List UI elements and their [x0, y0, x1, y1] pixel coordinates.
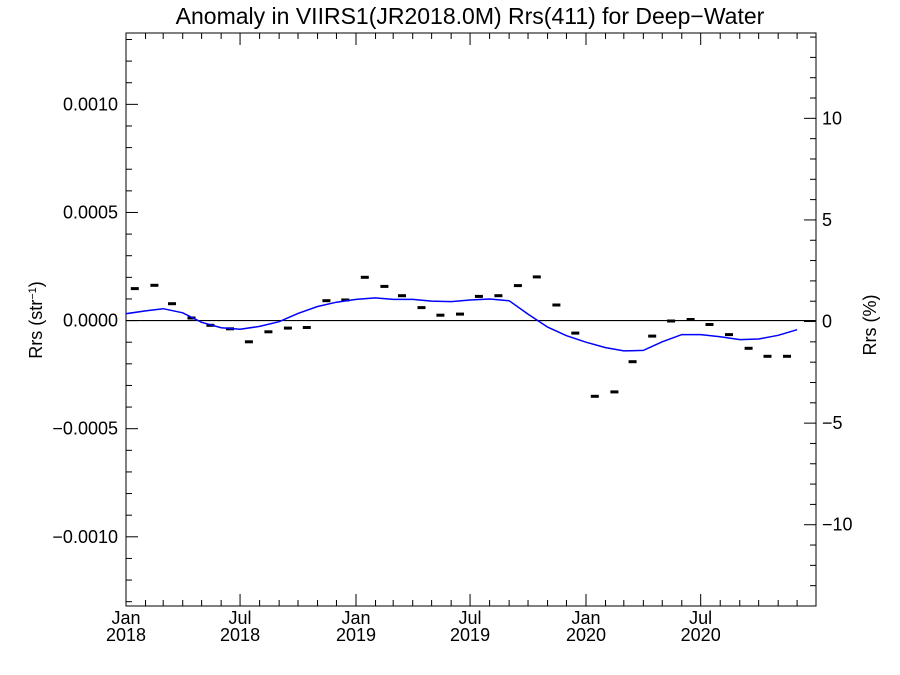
series-layer: [125, 275, 798, 398]
y-axis-left-title-end: ): [26, 281, 46, 287]
x-tick-year-label: 2018: [220, 625, 260, 645]
monthly-anomaly-marker: [283, 326, 292, 330]
monthly-anomaly-marker: [360, 275, 369, 279]
monthly-anomaly-marker: [686, 318, 695, 321]
monthly-anomaly-marker: [417, 306, 426, 310]
monthly-anomaly-marker: [648, 334, 657, 338]
x-tick-year-label: 2018: [106, 625, 146, 645]
y-axis-left-title-superscript: −1: [27, 287, 39, 300]
monthly-anomaly-marker: [744, 346, 753, 350]
monthly-anomaly-marker: [667, 319, 676, 323]
monthly-anomaly-marker: [150, 283, 159, 287]
smoothed-anomaly-line: [125, 297, 798, 352]
y-axis-left-title: Rrs (str−1): [26, 281, 46, 359]
y-axis-right-title: Rrs (%): [860, 295, 880, 356]
monthly-anomaly-marker: [783, 354, 791, 358]
monthly-anomaly-marker: [436, 313, 445, 317]
monthly-anomaly-marker: [380, 284, 389, 288]
y-right-tick-label: −10: [822, 515, 853, 535]
monthly-anomaly-marker: [168, 302, 176, 306]
monthly-anomaly-marker: [264, 330, 273, 334]
x-tick-year-label: 2019: [336, 625, 376, 645]
monthly-anomaly-marker: [341, 298, 350, 302]
monthly-anomaly-marker: [628, 360, 637, 364]
monthly-anomaly-marker: [474, 294, 483, 298]
monthly-anomaly-marker: [571, 331, 580, 335]
monthly-anomaly-marker: [456, 312, 464, 316]
x-tick-month-label: Jul: [689, 608, 712, 628]
monthly-anomaly-marker: [398, 294, 406, 298]
monthly-anomaly-marker: [705, 323, 714, 326]
monthly-anomaly-marker: [494, 294, 503, 298]
monthly-anomaly-marker: [590, 394, 599, 398]
y-left-tick-label: 0.0000: [63, 311, 118, 331]
x-tick-year-label: 2020: [566, 625, 606, 645]
y-left-tick-label: −0.0010: [52, 527, 118, 547]
y-right-tick-label: 10: [822, 108, 842, 128]
y-right-tick-label: −5: [822, 413, 843, 433]
x-tick-month-label: Jan: [111, 608, 140, 628]
monthly-anomaly-marker: [130, 287, 139, 291]
y-left-axis: 0.0010 0.0005 0.0000 −0.0005 −0.0010: [52, 38, 138, 603]
x-tick-month-label: Jul: [229, 608, 252, 628]
x-axis: Jan2018Jul2018Jan2019Jul2019Jan2020Jul20…: [106, 33, 798, 645]
y-left-tick-label: 0.0010: [63, 94, 118, 114]
monthly-anomaly-marker: [322, 299, 331, 303]
monthly-anomaly-marker: [532, 275, 541, 279]
monthly-anomaly-marker: [513, 284, 522, 288]
monthly-anomaly-marker: [552, 303, 561, 307]
y-axis-left-title-main: Rrs (str: [26, 300, 46, 359]
monthly-anomaly-marker: [763, 354, 772, 358]
monthly-anomaly-marker: [725, 333, 733, 337]
y-left-tick-label: −0.0005: [52, 419, 118, 439]
monthly-anomaly-marker: [610, 390, 619, 394]
plot-frame: [125, 32, 817, 607]
plot-area-border: [125, 32, 817, 607]
x-tick-year-label: 2020: [681, 625, 721, 645]
y-left-tick-label: 0.0005: [63, 202, 118, 222]
monthly-anomaly-marker: [244, 340, 253, 344]
chart-title: Anomaly in VIIRS1(JR2018.0M) Rrs(411) fo…: [176, 3, 765, 29]
monthly-anomaly-marker: [302, 326, 311, 329]
x-tick-month-label: Jul: [459, 608, 482, 628]
y-right-tick-label: 5: [822, 210, 832, 230]
x-tick-month-label: Jan: [571, 608, 600, 628]
x-tick-month-label: Jan: [341, 608, 370, 628]
x-tick-year-label: 2019: [450, 625, 490, 645]
y-right-tick-label: 0: [822, 312, 832, 332]
y-right-axis: 10 5 0 −5 −10: [804, 36, 853, 607]
